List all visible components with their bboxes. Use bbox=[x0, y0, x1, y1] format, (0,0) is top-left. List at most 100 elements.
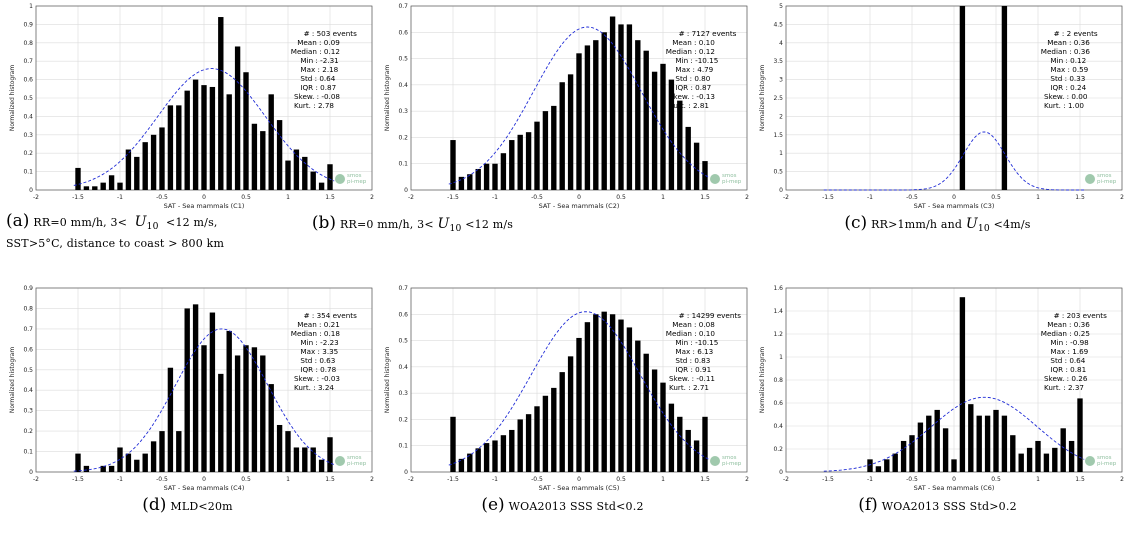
histogram-bar bbox=[492, 440, 498, 472]
histogram-bar bbox=[567, 74, 574, 190]
y-axis-label: Normalized histogram bbox=[384, 65, 391, 132]
histogram-bar bbox=[260, 131, 266, 190]
globe-leaf-logo-icon bbox=[1085, 174, 1095, 184]
logo-text: smos bbox=[722, 173, 737, 179]
y-tick-label: 1.2 bbox=[773, 331, 783, 338]
y-tick-label: 1.4 bbox=[773, 308, 783, 315]
y-tick-label: 1.5 bbox=[773, 132, 783, 139]
stats-line: Max : 1.69 bbox=[1050, 347, 1088, 356]
histogram-bar bbox=[318, 182, 325, 190]
histogram-bar bbox=[218, 373, 224, 472]
histogram-bar bbox=[968, 404, 974, 472]
y-tick-label: 2 bbox=[779, 113, 783, 120]
histogram-bar bbox=[302, 156, 308, 190]
histogram-bar bbox=[1018, 453, 1024, 472]
histogram-chart-c: -2 -1.5 -1 -0.5 0 0.5 1 1.5 2 0 0.5 1 1.5 2 2.5 3 3.5 4 4.… bbox=[759, 3, 1124, 210]
y-tick-label: 0.9 bbox=[23, 285, 33, 292]
stats-line: Median : 0.36 bbox=[1041, 47, 1091, 56]
histogram-bar bbox=[150, 441, 157, 472]
x-tick-label: 2 bbox=[370, 476, 374, 483]
caption-id: (a) bbox=[6, 211, 30, 231]
x-tick-label: -1.5 bbox=[447, 476, 459, 483]
logo-text: smos bbox=[1097, 173, 1112, 179]
histogram-chart-a: -2 -1.5 -1 -0.5 0 0.5 1 1.5 2 0 0.1 0.2 0.3 0.4 0.5 0.6… bbox=[9, 3, 374, 210]
x-tick-label: -1 bbox=[117, 476, 123, 483]
y-tick-label: 0.2 bbox=[773, 446, 783, 453]
histogram-bar bbox=[100, 465, 106, 472]
x-axis-label: SAT - Sea mammals (C4) bbox=[164, 484, 245, 492]
stats-line: IQR : 0.24 bbox=[1050, 83, 1086, 92]
histogram-bar bbox=[635, 40, 641, 190]
x-tick-label: -1.5 bbox=[822, 194, 834, 201]
y-tick-label: 0.6 bbox=[773, 400, 783, 407]
y-tick-label: 0.1 bbox=[23, 449, 33, 456]
caption-text: <12 m/s, bbox=[166, 216, 218, 229]
panel-b: -2 -1.5 -1 -0.5 0 0.5 1 1.5 2 0 0.1 0.2 0.3 0.4 0.5 0.6… bbox=[312, 0, 750, 271]
histogram-bar bbox=[693, 440, 700, 472]
histogram-bar bbox=[685, 126, 691, 190]
y-tick-label: 0 bbox=[404, 469, 408, 476]
stats-line: Mean : 0.10 bbox=[672, 38, 715, 47]
x-tick-label: -1 bbox=[492, 194, 498, 201]
histogram-bar bbox=[268, 384, 274, 472]
x-tick-label: 2 bbox=[745, 194, 749, 201]
histogram-bar bbox=[892, 453, 898, 472]
stats-line: Std : 0.33 bbox=[1050, 74, 1085, 83]
histogram-bar bbox=[1035, 440, 1041, 472]
gaussian-fit-line bbox=[448, 26, 710, 185]
y-axis-label: Normalized histogram bbox=[9, 65, 16, 132]
logo-text: smos bbox=[1097, 455, 1112, 461]
x-tick-label: 1.5 bbox=[1075, 476, 1085, 483]
x-tick-label: -1.5 bbox=[447, 194, 459, 201]
x-tick-label: 0.5 bbox=[241, 194, 251, 201]
histogram-bar bbox=[593, 314, 599, 472]
histogram-bar bbox=[167, 367, 174, 472]
x-tick-label: -0.5 bbox=[531, 194, 543, 201]
histogram-bar bbox=[500, 153, 507, 190]
histogram-bar bbox=[651, 369, 658, 472]
histogram-bar bbox=[276, 120, 283, 190]
histogram-bar bbox=[559, 82, 565, 190]
caption-text: MLD<20m bbox=[170, 500, 233, 513]
histogram-bar bbox=[584, 322, 591, 472]
caption-text: RR>1mm/h and bbox=[871, 218, 963, 231]
y-tick-label: 0.1 bbox=[23, 169, 33, 176]
stats-line: # : 354 events bbox=[304, 311, 357, 320]
gaussian-fit-line bbox=[823, 131, 1085, 191]
caption-subscript: 10 bbox=[449, 223, 462, 235]
y-tick-label: 0.8 bbox=[773, 377, 783, 384]
histogram-bar bbox=[551, 387, 557, 472]
histogram-bar bbox=[542, 111, 549, 190]
logo-text: pi-mep bbox=[722, 179, 742, 185]
stats-line: Std : 0.63 bbox=[300, 356, 335, 365]
caption-text: RR=0 mm/h, 3< bbox=[33, 216, 128, 229]
x-tick-label: 2 bbox=[1120, 194, 1124, 201]
caption-id: (b) bbox=[311, 213, 337, 233]
stats-line: # : 14299 events bbox=[679, 311, 742, 320]
x-tick-label: -2 bbox=[33, 476, 39, 483]
stats-line: Min : -2.31 bbox=[300, 56, 338, 65]
histogram-chart-e: -2 -1.5 -1 -0.5 0 0.5 1 1.5 2 0 0.1 0.2 0.3 0.4 0.5 0.6… bbox=[384, 285, 749, 492]
histogram-bar bbox=[618, 319, 624, 472]
x-tick-label: -2 bbox=[408, 476, 414, 483]
caption-symbol: U bbox=[134, 214, 147, 230]
x-axis-label: SAT - Sea mammals (C5) bbox=[539, 484, 620, 492]
histogram-bar bbox=[293, 447, 300, 472]
stats-line: # : 503 events bbox=[304, 29, 357, 38]
histogram-bar bbox=[327, 164, 333, 190]
y-tick-label: 0.3 bbox=[398, 390, 408, 397]
y-tick-label: 0.2 bbox=[398, 416, 408, 423]
x-tick-label: 1 bbox=[1036, 476, 1040, 483]
histogram-chart-f: -2 -1.5 -1 -0.5 0 0.5 1 1.5 2 0 0.2 0.4 0.6 0.8 1 1.2 1.… bbox=[759, 285, 1124, 492]
histogram-chart-b: -2 -1.5 -1 -0.5 0 0.5 1 1.5 2 0 0.1 0.2 0.3 0.4 0.5 0.6… bbox=[384, 3, 749, 210]
stats-line: Kurt. : 2.37 bbox=[1044, 383, 1084, 392]
histogram-bar bbox=[959, 6, 966, 190]
stats-line: Skew. : -0.08 bbox=[294, 92, 340, 101]
logo-text: smos bbox=[722, 455, 737, 461]
y-tick-label: 0.8 bbox=[23, 305, 33, 312]
x-tick-label: 0 bbox=[952, 194, 956, 201]
x-tick-label: -1 bbox=[867, 194, 873, 201]
gaussian-fit-line bbox=[448, 311, 710, 466]
histogram-bar bbox=[142, 142, 148, 190]
histogram-bar bbox=[201, 345, 207, 472]
